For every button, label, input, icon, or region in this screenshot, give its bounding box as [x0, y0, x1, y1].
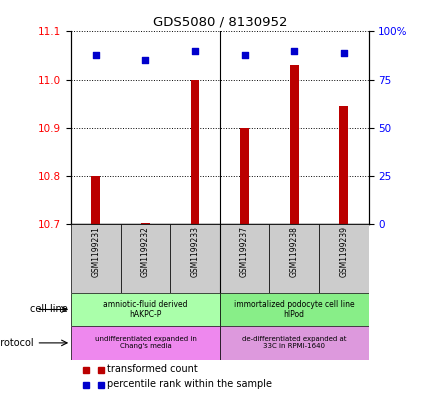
Text: percentile rank within the sample: percentile rank within the sample: [107, 379, 271, 389]
Bar: [170, 224, 219, 293]
Bar: [141, 222, 150, 224]
Text: GSM1199238: GSM1199238: [289, 226, 298, 277]
Bar: [289, 65, 298, 224]
Bar: [219, 293, 368, 326]
Bar: [91, 176, 100, 224]
Bar: [318, 224, 368, 293]
Bar: [219, 224, 269, 293]
Bar: [71, 326, 219, 360]
Bar: [71, 293, 219, 326]
Title: GDS5080 / 8130952: GDS5080 / 8130952: [152, 16, 286, 29]
Point: [339, 50, 346, 56]
Text: immortalized podocyte cell line
hIPod: immortalized podocyte cell line hIPod: [233, 300, 353, 319]
Point: [92, 51, 99, 58]
Bar: [71, 224, 120, 293]
Bar: [338, 106, 347, 224]
Point: [240, 51, 247, 58]
Bar: [219, 326, 368, 360]
Text: amniotic-fluid derived
hAKPC-P: amniotic-fluid derived hAKPC-P: [103, 300, 187, 319]
Point: [142, 57, 149, 64]
Text: de-differentiated expanded at
33C in RPMI-1640: de-differentiated expanded at 33C in RPM…: [241, 336, 346, 349]
Bar: [240, 128, 249, 224]
Text: cell line: cell line: [30, 305, 71, 314]
Point: [290, 48, 297, 54]
Text: GSM1199233: GSM1199233: [190, 226, 199, 277]
Text: GSM1199232: GSM1199232: [141, 226, 150, 277]
Text: undifferentiated expanded in
Chang's media: undifferentiated expanded in Chang's med…: [94, 336, 196, 349]
Point: [191, 48, 198, 54]
Text: growth protocol: growth protocol: [0, 338, 34, 348]
Text: GSM1199239: GSM1199239: [338, 226, 347, 277]
Bar: [120, 224, 170, 293]
Bar: [269, 224, 318, 293]
Text: GSM1199237: GSM1199237: [240, 226, 249, 277]
Text: GSM1199231: GSM1199231: [91, 226, 100, 277]
Text: transformed count: transformed count: [107, 364, 197, 374]
Bar: [190, 80, 199, 224]
